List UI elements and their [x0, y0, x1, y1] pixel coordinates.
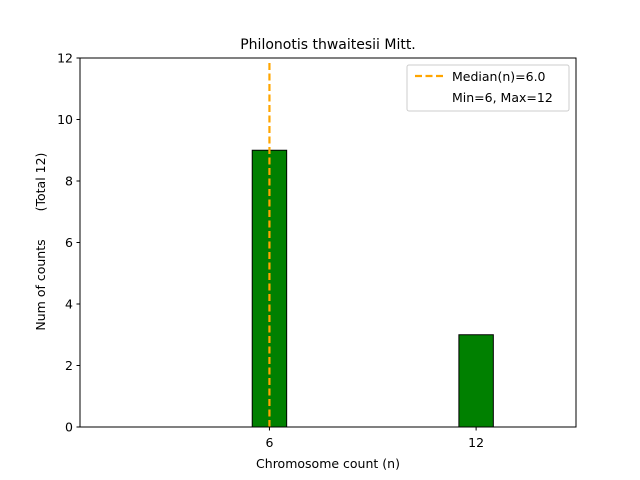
bar-12 — [458, 334, 494, 428]
y-axis-label: Num of counts — [33, 239, 48, 330]
x-axis-label: Chromosome count (n) — [256, 456, 400, 471]
x-tick-label-12: 12 — [468, 435, 484, 450]
legend-median-label: Median(n)=6.0 — [452, 69, 546, 84]
y-tick-label-0: 0 — [65, 420, 73, 435]
y-tick-label-8: 8 — [65, 174, 73, 189]
y-tick-label-4: 4 — [65, 297, 73, 312]
y-tick-label-12: 12 — [57, 51, 73, 66]
y-tick-label-10: 10 — [57, 112, 73, 127]
legend-minmax-label: Min=6, Max=12 — [452, 90, 553, 105]
chart-title: Philonotis thwaitesii Mitt. — [240, 37, 416, 53]
y-axis-label-total: (Total 12) — [33, 153, 48, 212]
legend-box — [406, 64, 570, 112]
x-tick-label-6: 6 — [265, 435, 273, 450]
y-tick-label-2: 2 — [65, 358, 73, 373]
y-tick-label-6: 6 — [65, 235, 73, 250]
